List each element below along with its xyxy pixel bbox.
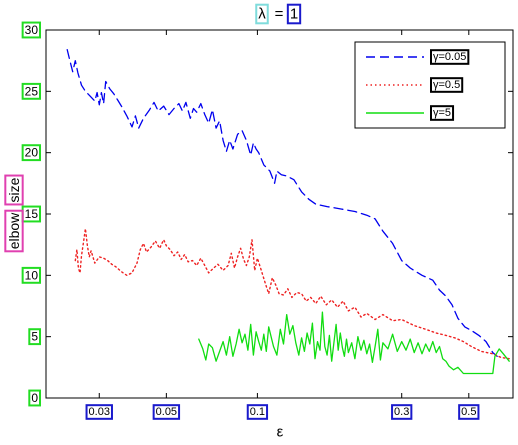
legend-label-group: γ=0.5 <box>430 77 464 93</box>
legend-label-box <box>430 49 470 65</box>
y-tick-label-group: 30 <box>21 21 41 39</box>
axes-group <box>46 29 513 399</box>
y-tick-label: 30 <box>25 23 39 37</box>
x-tick-label-box <box>391 404 413 420</box>
y-tick-label-box <box>21 144 41 162</box>
y-tick-label-group: 20 <box>21 144 41 162</box>
series-group <box>66 48 510 375</box>
x-tick-label-group: 0.3 <box>391 404 413 420</box>
x-tick-label-box <box>152 404 181 420</box>
y-tick-label-group: 5 <box>28 328 41 346</box>
x-tick-label-box <box>246 404 269 420</box>
y-tick-label-box <box>21 82 41 100</box>
legend: γ=0.05 γ=0.5 γ=5 <box>354 41 506 129</box>
chart-title-lambda-box <box>255 3 269 25</box>
series-line-1 <box>74 228 510 360</box>
legend-label: γ=0.5 <box>433 79 460 91</box>
y-tick-label-box <box>21 21 41 39</box>
labels-group: 0 5 10 15 20 25 30 0.03 0.05 0.1 0.3 0.5 λ = 1 ε elbow si… <box>4 3 480 441</box>
x-tick-label-group: 0.03 <box>85 404 113 420</box>
x-tick-label: 0.3 <box>394 406 409 418</box>
y-tick-label: 10 <box>25 268 39 282</box>
y-tick-label: 20 <box>25 146 39 160</box>
x-tick-label: 0.1 <box>250 406 265 418</box>
y-axis-label-word-2: size <box>6 177 22 202</box>
x-axis-label: ε <box>277 424 284 441</box>
y-tick-label-group: 15 <box>21 205 41 223</box>
x-tick-label: 0.03 <box>89 406 110 418</box>
y-tick-label-box <box>21 266 41 284</box>
y-tick-label-box <box>28 389 41 407</box>
x-tick-label: 0.05 <box>156 406 177 418</box>
legend-label: γ=5 <box>433 107 451 119</box>
chart-title-value-group: 1 <box>286 3 302 25</box>
y-axis-label-word-1-box <box>4 209 24 253</box>
x-tick-label: 0.5 <box>461 406 476 418</box>
x-tick-label-group: 0.05 <box>152 404 181 420</box>
legend-label-box <box>430 77 464 93</box>
legend-label: γ=0.05 <box>433 51 466 63</box>
chart-title-value-box <box>286 3 302 25</box>
y-tick-label: 0 <box>31 391 38 405</box>
x-tick-label-box <box>458 404 480 420</box>
x-tick-label-box <box>85 404 113 420</box>
x-tick-label-group: 0.1 <box>246 404 269 420</box>
legend-label-group: γ=5 <box>430 105 455 121</box>
chart-title-equals: = <box>275 6 284 23</box>
y-axis-label-word-1-group: elbow <box>4 209 24 253</box>
y-tick-label-box <box>28 328 41 346</box>
chart-title-value: 1 <box>290 6 298 23</box>
series-line-2 <box>198 311 510 375</box>
y-axis-label-word-1: elbow <box>6 212 22 249</box>
x-tick-label-group: 0.5 <box>458 404 480 420</box>
y-axis-label: elbow size <box>4 174 24 253</box>
y-axis-label-word-2-box <box>4 174 24 206</box>
y-axis-label-word-2-group: size <box>4 174 24 206</box>
legend-label-group: γ=0.05 <box>430 49 470 65</box>
y-tick-label: 5 <box>31 330 38 344</box>
y-tick-label: 25 <box>25 84 39 98</box>
y-tick-label-group: 10 <box>21 266 41 284</box>
legend-label-box <box>430 105 455 121</box>
chart-title-lambda: λ <box>258 6 266 23</box>
y-tick-label: 15 <box>25 207 39 221</box>
chart-title-lambda-group: λ <box>255 3 269 25</box>
y-tick-label-group: 25 <box>21 82 41 100</box>
series-line-0 <box>66 48 498 357</box>
y-tick-label-group: 0 <box>28 389 41 407</box>
